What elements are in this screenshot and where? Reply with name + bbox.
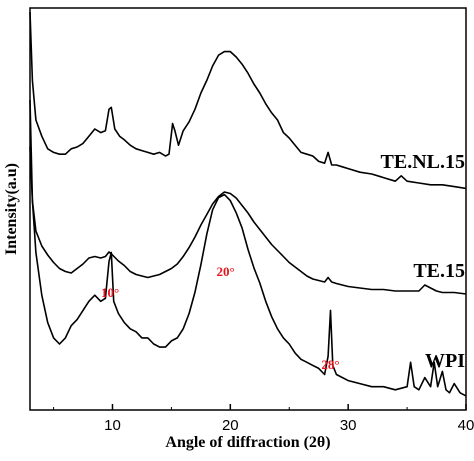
y-axis-title: Intensity(a.u) [3,163,20,255]
series-label: TE.NL.15 [381,151,465,173]
series-label: WPI [425,350,465,372]
series-line-te-15 [29,146,467,295]
series-group [29,11,467,397]
peak-annotation: 10° [101,285,119,300]
axes: 10 20 30 40 Angle of diffraction (2θ) Intensi… [3,7,474,451]
plot-frame [29,7,467,411]
x-tick-label: 10 [104,417,121,434]
series-line-te-nl-15 [29,11,467,190]
x-axis-title: Angle of diffraction (2θ) [165,434,330,451]
peak-annotation: 20° [217,264,235,279]
labels: TE.NL.15 TE.15 WPI 10° 20° 28° [101,151,465,372]
x-tick-label: 40 [458,417,474,434]
x-tick-label: 30 [340,417,357,434]
x-tick-label: 20 [222,417,239,434]
peak-annotation: 28° [321,357,339,372]
series-label: TE.15 [413,260,465,282]
series-line-wpi [29,99,467,397]
